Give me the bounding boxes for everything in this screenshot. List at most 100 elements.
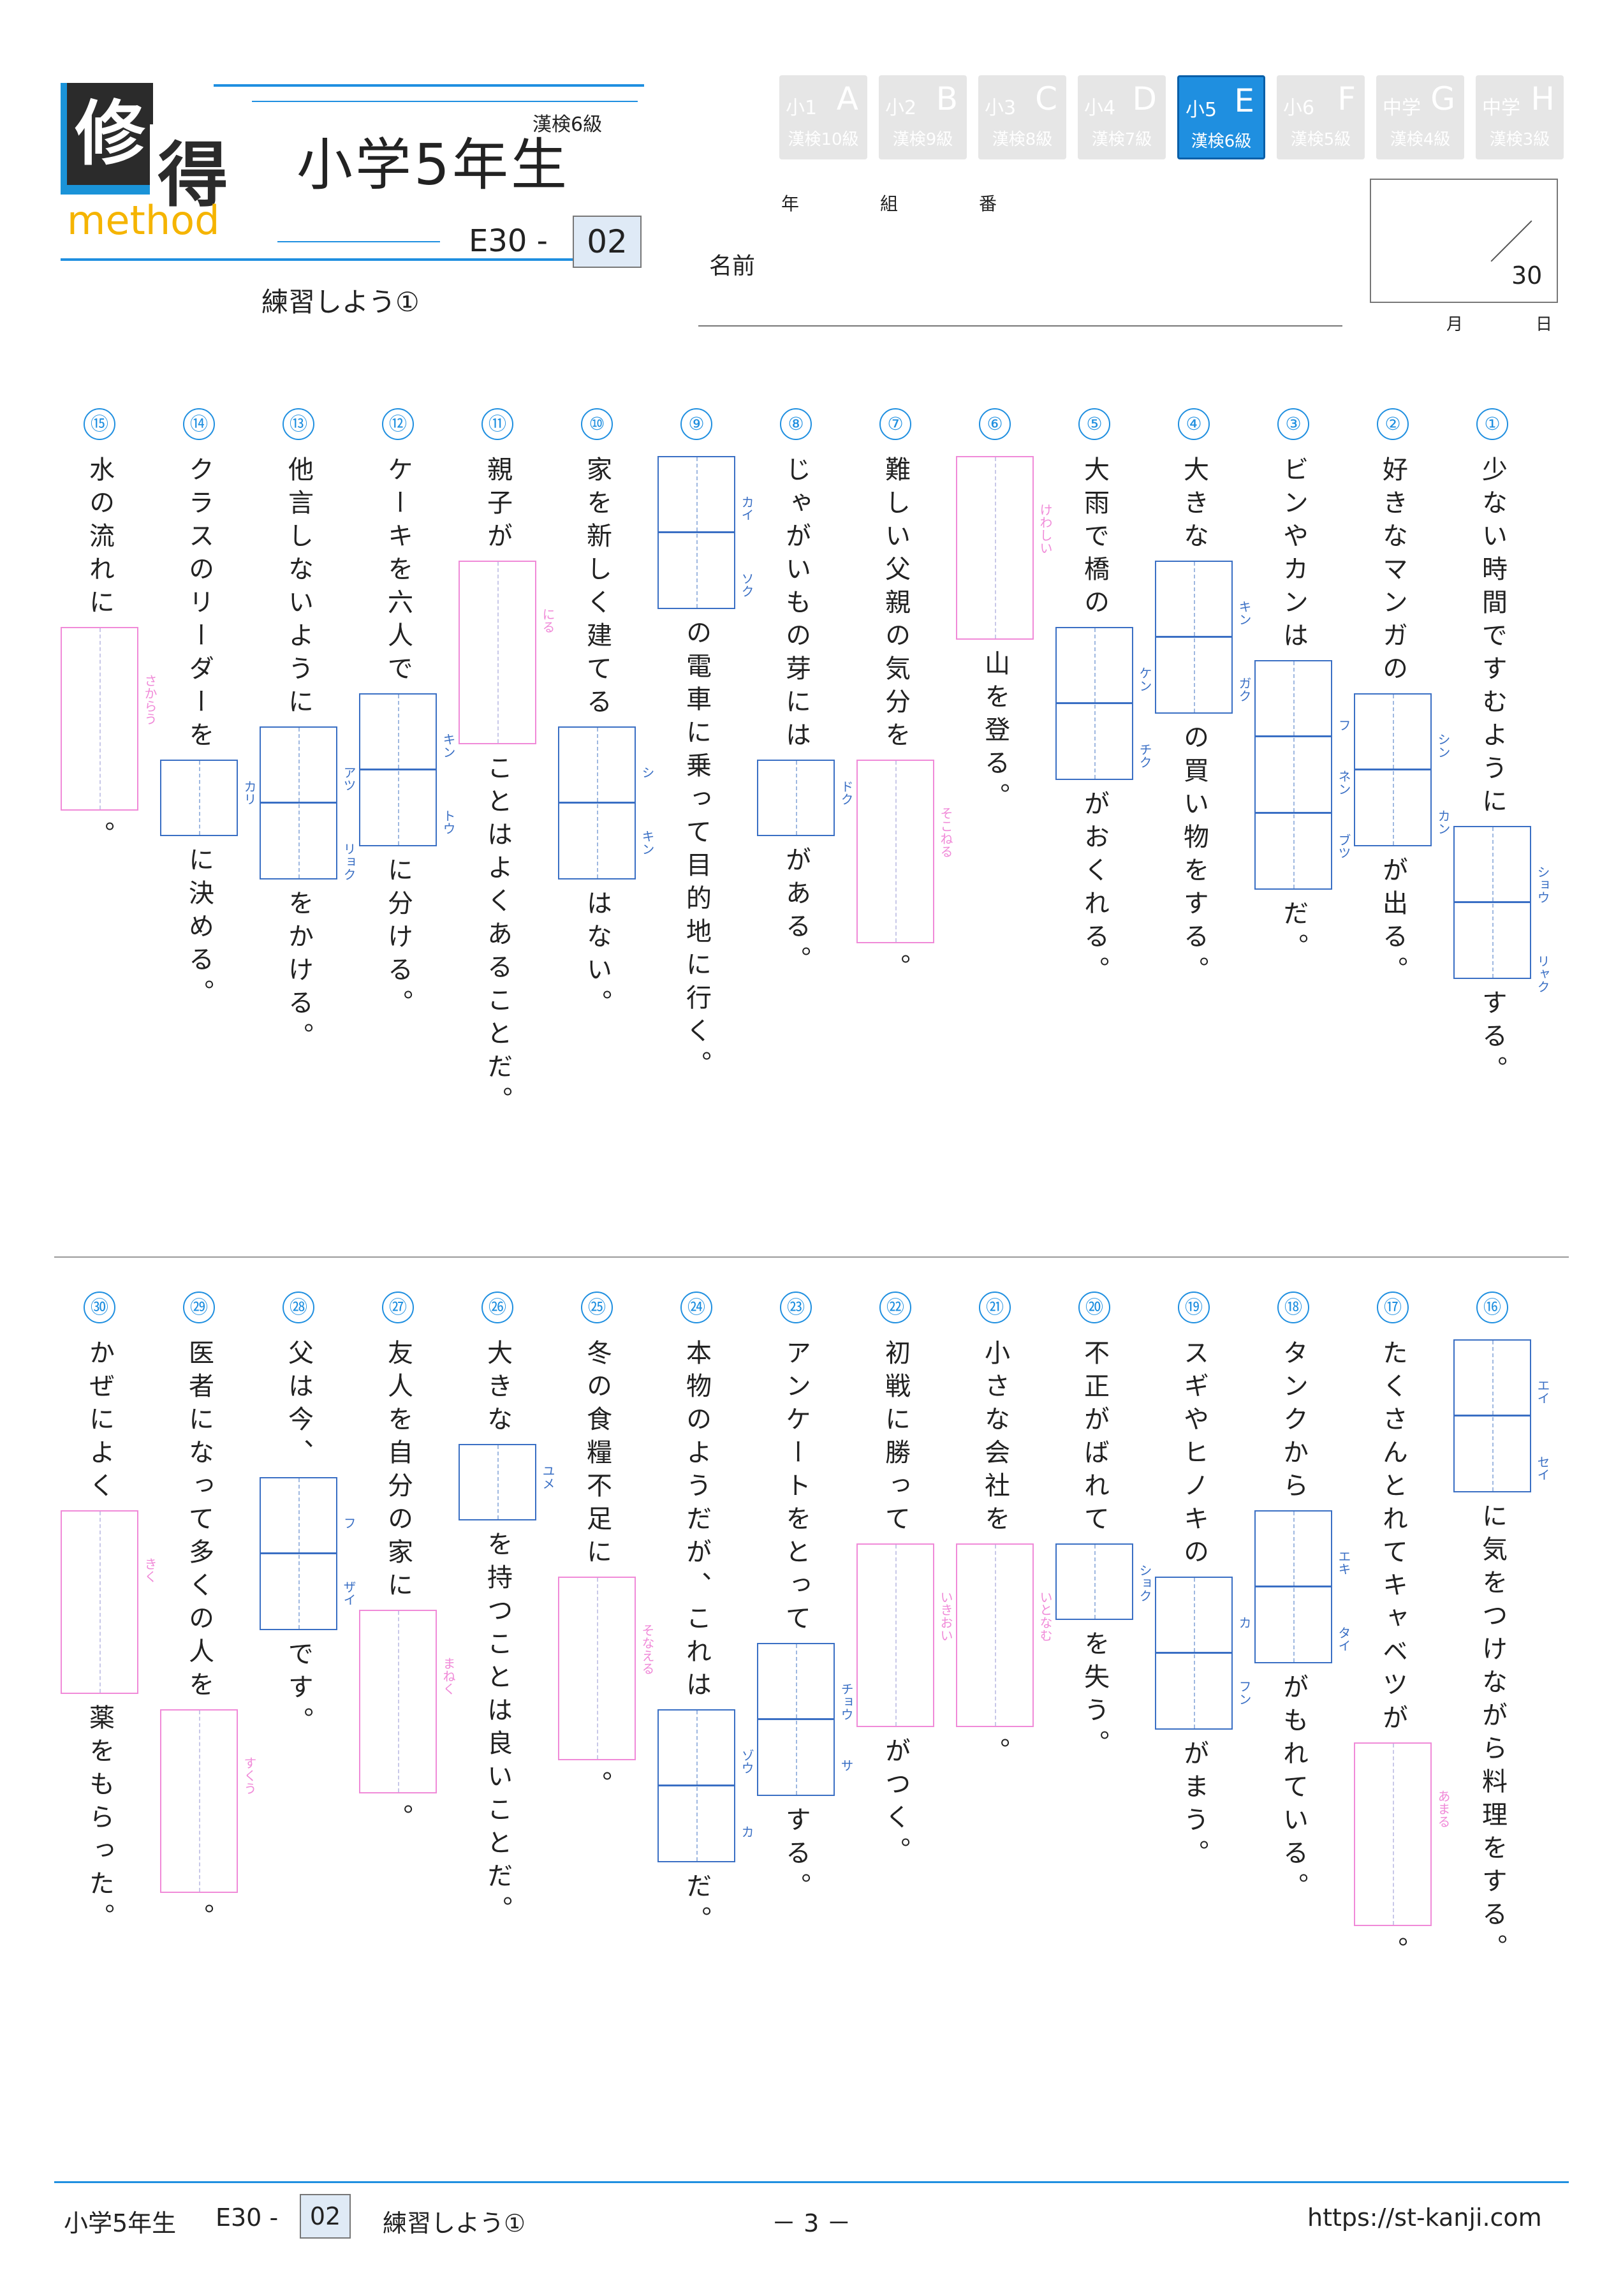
question-number: ⑰ (1377, 1292, 1409, 1323)
hiragana-answer-box[interactable]: いとなむ (956, 1543, 1053, 1727)
level-tab-c[interactable]: 小3 C 漢検8級 (978, 75, 1066, 159)
hiragana-answer-box[interactable]: いきおい (856, 1543, 953, 1727)
year-label: 年 (781, 193, 800, 214)
hiragana-answer-box[interactable]: さからう (61, 627, 158, 811)
footer-code: E30 - (216, 2204, 279, 2232)
furigana-hint: キン ガク (1237, 600, 1252, 702)
question-text: ケーキを六人で (383, 456, 413, 688)
question-text: 。 (184, 1903, 214, 1936)
question-text: だ。 (682, 1873, 711, 1939)
furigana-hint: エイ セイ (1535, 1379, 1550, 1481)
kanji-answer-box[interactable]: エイ セイ (1453, 1339, 1550, 1492)
furigana-hint: いとなむ (1038, 1591, 1053, 1642)
hiragana-answer-box[interactable]: あまる (1354, 1742, 1451, 1926)
kanji-answer-box[interactable]: アツ リョク (260, 726, 356, 881)
hiragana-answer-box[interactable]: そこねる (856, 760, 953, 943)
header-rule-top (214, 84, 644, 87)
worksheet-subtitle: 練習しよう① (261, 286, 420, 318)
header-rule-bottom (277, 241, 440, 242)
question-number: ㉔ (680, 1292, 712, 1323)
kanji-answer-box[interactable]: シン カン (1354, 693, 1451, 846)
furigana-hint: あまる (1436, 1790, 1451, 1828)
kanji-answer-box[interactable]: ショク (1055, 1543, 1152, 1620)
kanji-answer-box[interactable]: ユメ (459, 1444, 555, 1520)
question-text: に気をつけながら料理をする。 (1478, 1503, 1507, 1967)
question-text: がもれている。 (1279, 1674, 1308, 1906)
question-number: ⑤ (1078, 408, 1110, 440)
kanji-answer-box[interactable]: フ ネン ブツ (1254, 660, 1351, 890)
kanji-answer-box[interactable]: カリ (160, 760, 257, 836)
footer-rule (54, 2181, 1569, 2183)
level-tab-g[interactable]: 中学 G 漢検4級 (1376, 75, 1464, 159)
furigana-hint: シ キン (640, 766, 655, 855)
month-label: 月 (1446, 315, 1464, 334)
hiragana-answer-box[interactable]: そなえる (558, 1577, 655, 1760)
kanji-answer-box[interactable]: カイ ソク (657, 456, 754, 609)
kanji-answer-box[interactable]: キン トウ (359, 693, 456, 846)
question-text: 。 (881, 953, 910, 987)
score-total: 30 (1511, 261, 1543, 290)
question-number: ⑩ (581, 408, 613, 440)
question-number: ㉒ (879, 1292, 911, 1323)
question-text: です。 (284, 1640, 313, 1740)
day-label: 日 (1536, 315, 1553, 334)
page-number: － 3 － (772, 2209, 851, 2237)
question-number: ⑬ (283, 408, 314, 440)
kanji-answer-box[interactable]: ドク (757, 760, 854, 836)
question-text: 水の流れに (85, 456, 114, 622)
furigana-hint: ショウ リャク (1535, 865, 1550, 993)
furigana-hint: チョウ サ (839, 1682, 854, 1772)
hiragana-answer-box[interactable]: まねく (359, 1610, 456, 1793)
question-text: 好きなマンガの (1378, 456, 1407, 688)
question-number: ㉖ (481, 1292, 513, 1323)
question-text: 家を新しく建てる (582, 456, 612, 721)
hiragana-answer-box[interactable]: きく (61, 1510, 158, 1694)
question-text: 。 (383, 1804, 413, 1837)
kanji-answer-box[interactable]: チョウ サ (757, 1643, 854, 1796)
question-number: ㉘ (283, 1292, 314, 1323)
kanji-answer-box[interactable]: ゾウ カ (657, 1709, 754, 1862)
kanji-answer-box[interactable]: ショウ リャク (1453, 826, 1550, 993)
furigana-hint: いきおい (938, 1591, 953, 1642)
kanji-answer-box[interactable]: シ キン (558, 726, 655, 879)
logo-word: method (67, 197, 220, 244)
kanji-answer-box[interactable]: エキ タイ (1254, 1510, 1351, 1663)
question-text: 初戦に勝って (881, 1339, 910, 1538)
level-tab-e-active[interactable]: 小5 E 漢検6級 (1177, 75, 1265, 159)
footer-grade: 小学5年生 (64, 2209, 177, 2237)
question-number: ③ (1277, 408, 1309, 440)
furigana-hint: エキ タイ (1336, 1550, 1351, 1652)
question-number: ㉑ (979, 1292, 1011, 1323)
question-text: する。 (781, 1806, 811, 1906)
question-number: ⑧ (780, 408, 812, 440)
level-tab-a[interactable]: 小1 A 漢検10級 (779, 75, 867, 159)
question-text: 医者になって多くの人を (184, 1339, 214, 1704)
furigana-hint: そこねる (938, 807, 953, 858)
level-tab-d[interactable]: 小4 D 漢検7級 (1078, 75, 1166, 159)
kanji-answer-box[interactable]: フ ザイ (260, 1477, 356, 1630)
furigana-hint: カリ (242, 780, 257, 806)
question-text: 大きな (1179, 456, 1208, 556)
question-number: ⑯ (1476, 1292, 1508, 1323)
question-number: ⑨ (680, 408, 712, 440)
hiragana-answer-box[interactable]: すくう (160, 1709, 257, 1893)
level-tab-b[interactable]: 小2 B 漢検9級 (879, 75, 967, 159)
site-url[interactable]: https://st-kanji.com (1307, 2204, 1542, 2232)
question-text: 父は今、 (284, 1339, 313, 1472)
hiragana-answer-box[interactable]: けわしい (956, 456, 1053, 640)
name-field[interactable] (698, 325, 1342, 327)
question-number: ⑱ (1277, 1292, 1309, 1323)
question-text: を持つことは良いことだ。 (483, 1531, 512, 1929)
hiragana-answer-box[interactable]: にる (459, 561, 555, 744)
score-box[interactable]: 30 (1370, 179, 1558, 303)
level-tab-f[interactable]: 小6 F 漢検5級 (1277, 75, 1365, 159)
question-number: ⑥ (979, 408, 1011, 440)
kanji-answer-box[interactable]: ケン チク (1055, 627, 1152, 780)
question-text: がまう。 (1179, 1740, 1208, 1873)
kanji-answer-box[interactable]: カ フン (1155, 1577, 1252, 1730)
question-text: じゃがいもの芽には (781, 456, 811, 754)
furigana-hint: ゾウ カ (739, 1749, 754, 1838)
kanji-answer-box[interactable]: キン ガク (1155, 561, 1252, 714)
level-tab-h[interactable]: 中学 H 漢検3級 (1476, 75, 1564, 159)
question-text: ことはよくあることだ。 (483, 754, 512, 1119)
